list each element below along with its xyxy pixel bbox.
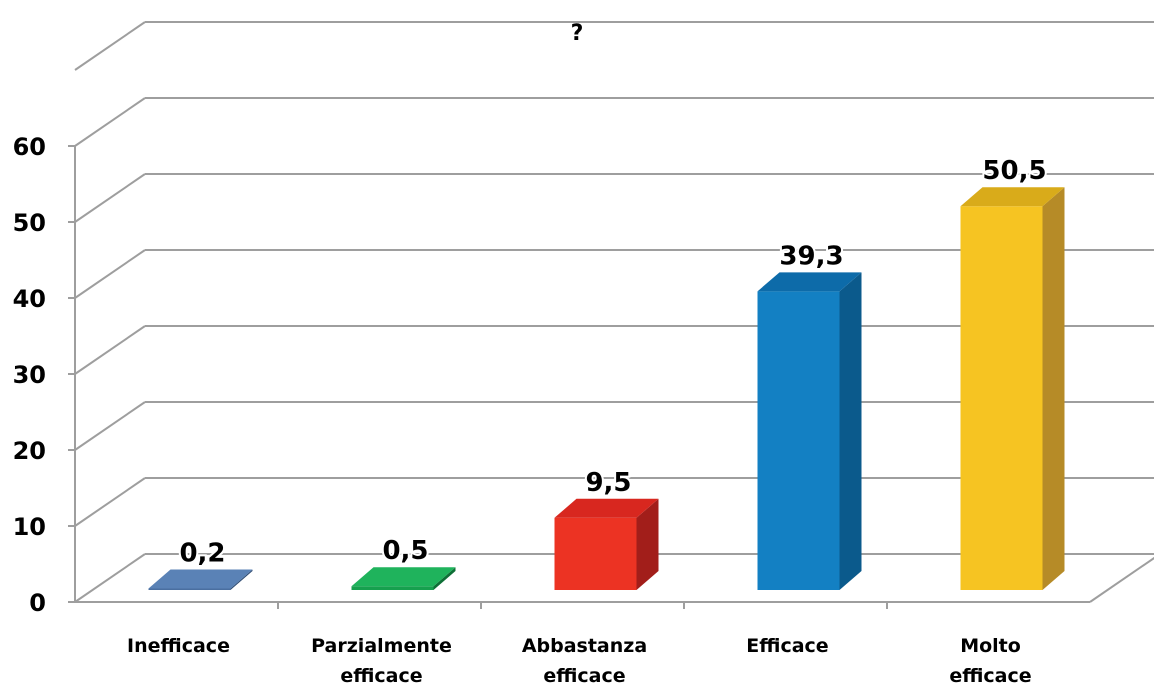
- bar-top: [554, 498, 659, 518]
- bar: [757, 272, 862, 590]
- bar-front: [757, 291, 840, 590]
- gridline-side: [74, 401, 146, 451]
- bar: [148, 569, 253, 590]
- bar-top: [757, 272, 862, 292]
- bar-side: [433, 567, 456, 590]
- bar-top: [351, 567, 456, 587]
- y-tick-label: 20: [13, 437, 46, 465]
- data-label: 50,5: [982, 156, 1046, 186]
- x-tick-label: Molto efficace: [949, 635, 1031, 686]
- bar: [351, 567, 456, 590]
- chart-title: ?: [571, 21, 584, 46]
- gridline-side: [74, 249, 146, 299]
- bar-front: [351, 586, 434, 590]
- x-tick-label: Efficace: [746, 635, 828, 657]
- bar-front: [148, 588, 231, 590]
- x-tick-label: Parzialmente efficace: [311, 635, 452, 686]
- data-label: 0,2: [179, 538, 225, 568]
- y-tick-label: 60: [13, 133, 46, 161]
- y-tick-label: 0: [29, 589, 46, 617]
- bar-side: [230, 569, 253, 590]
- y-tick-label: 50: [13, 209, 46, 237]
- bar-side: [839, 272, 862, 590]
- floor-right-edge: [1089, 556, 1154, 603]
- bar-front: [960, 206, 1043, 590]
- bar-side: [1042, 187, 1065, 590]
- gridline-side: [74, 21, 146, 71]
- bar-top: [960, 187, 1065, 207]
- gridline-side: [74, 477, 146, 527]
- floor-left-edge: [74, 553, 146, 603]
- y-tick-label: 10: [13, 513, 46, 541]
- bar: [960, 187, 1065, 590]
- gridline-side: [74, 97, 146, 147]
- bar: [554, 498, 659, 590]
- y-tick-label: 30: [13, 361, 46, 389]
- x-tick-label: Abbastanza efficace: [522, 635, 647, 686]
- data-label: 9,5: [585, 468, 631, 498]
- bar-side: [636, 498, 659, 590]
- bar-top: [148, 569, 253, 589]
- bar-front: [554, 517, 637, 590]
- gridline-side: [74, 325, 146, 375]
- y-tick-label: 40: [13, 285, 46, 313]
- data-label: 0,5: [382, 536, 428, 566]
- gridline-side: [74, 173, 146, 223]
- data-label: 39,3: [779, 241, 843, 271]
- x-tick-label: Inefficace: [127, 635, 230, 657]
